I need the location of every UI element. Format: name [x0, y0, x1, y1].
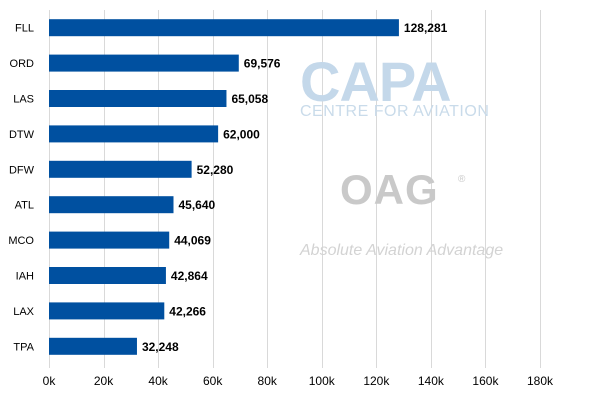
x-tick-label: 20k [94, 374, 114, 388]
bar [49, 19, 399, 37]
category-label: IAH [16, 271, 34, 283]
oag-watermark-logo: OAG [340, 166, 439, 213]
bar [49, 231, 170, 249]
x-tick-label: 0k [43, 374, 57, 388]
bar [49, 302, 165, 320]
x-tick-label: 140k [418, 374, 445, 388]
value-label: 32,248 [142, 340, 179, 354]
category-label: DFW [9, 164, 35, 176]
capa-watermark-logo: CAPA [300, 50, 452, 113]
value-label: 52,280 [197, 163, 234, 177]
value-label: 69,576 [244, 57, 281, 71]
bars [49, 19, 399, 355]
category-label: FLL [15, 23, 34, 35]
value-label: 62,000 [223, 127, 260, 141]
x-tick-label: 180k [527, 374, 554, 388]
bar [49, 196, 174, 214]
bar [49, 267, 166, 284]
capa-watermark-subtitle: CENTRE FOR AVIATION [300, 103, 490, 120]
x-tick-label: 40k [148, 374, 168, 388]
x-tick-label: 80k [258, 374, 278, 388]
category-label: DTW [9, 129, 35, 141]
bar [49, 125, 219, 143]
x-tick-label: 160k [472, 374, 499, 388]
x-tick-label: 60k [203, 374, 223, 388]
value-label: 42,864 [171, 269, 208, 283]
value-label: 45,640 [178, 198, 215, 212]
x-tick-label: 120k [363, 374, 390, 388]
category-label: ATL [15, 200, 34, 212]
bar [49, 90, 227, 107]
value-label: 42,266 [169, 304, 206, 318]
value-label: 65,058 [231, 92, 268, 106]
category-label: TPA [13, 341, 34, 353]
x-tick-label: 100k [309, 374, 336, 388]
category-label: ORD [10, 58, 35, 70]
category-label: LAS [13, 94, 34, 106]
bar [49, 337, 137, 355]
oag-watermark-tagline: Absolute Aviation Advantage [300, 242, 504, 259]
bar [49, 160, 192, 178]
category-label: MCO [8, 235, 34, 247]
oag-registered-mark: ® [458, 174, 466, 185]
value-label: 128,281 [404, 21, 448, 35]
category-label: LAX [13, 306, 34, 318]
bar [49, 54, 239, 72]
labels: 0k 20k 40k 60k 80k 100k 120k 140k 160k 180k FLL 128… [8, 21, 554, 388]
value-label: 44,069 [174, 234, 211, 248]
